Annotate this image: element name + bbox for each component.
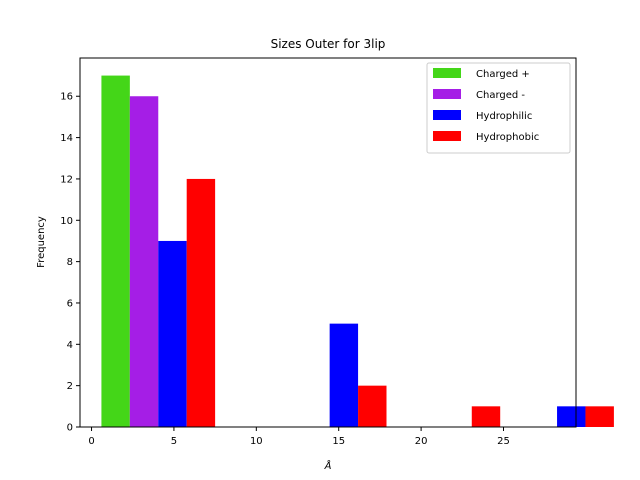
y-tick-label: 8: [67, 257, 73, 268]
x-tick-label: 15: [332, 436, 345, 447]
legend-swatch: [433, 89, 461, 99]
y-tick-label: 2: [67, 381, 73, 392]
bar-hydrophobic-bin-2: [471, 406, 501, 427]
y-tick-label: 16: [60, 92, 73, 103]
x-axis-label: Å: [324, 459, 332, 472]
legend: Charged + Charged - Hydrophilic Hydrophobic: [426, 62, 571, 154]
bar-hydrophobic-bin-1: [358, 385, 387, 427]
x-tick-label: 20: [415, 436, 428, 447]
y-axis-label: Frequency: [36, 216, 47, 268]
bar-charged--bin-0: [129, 96, 159, 427]
bar-hydrophobic-bin-3: [585, 406, 614, 427]
y-tick-label: 10: [60, 216, 73, 227]
legend-label: Hydrophilic: [476, 111, 532, 122]
legend-label: Charged -: [476, 90, 525, 101]
bars-group: [101, 75, 614, 428]
bar-hydrophobic-bin-0: [186, 178, 216, 427]
y-axis-ticks: 0 2 4 6 8 10 12 14 16: [60, 92, 80, 434]
y-tick-label: 6: [67, 298, 73, 309]
bar-hydrophilic-bin-3: [557, 406, 586, 427]
bar-hydrophilic-bin-0: [158, 240, 187, 427]
legend-swatch: [433, 68, 461, 78]
y-tick-label: 12: [60, 174, 73, 185]
legend-label: Hydrophobic: [476, 132, 539, 143]
y-tick-label: 14: [60, 133, 73, 144]
bar-charged--bin-0: [101, 75, 130, 428]
legend-swatch: [433, 110, 461, 120]
legend-frame: [426, 62, 571, 154]
y-tick-label: 4: [67, 340, 73, 351]
x-tick-label: 10: [250, 436, 263, 447]
x-tick-label: 25: [497, 436, 510, 447]
x-tick-label: 5: [171, 436, 177, 447]
legend-swatch: [433, 131, 461, 141]
chart-title: Sizes Outer for 3lip: [271, 37, 386, 51]
x-axis-ticks: 0 5 10 15 20 25: [88, 427, 510, 447]
y-tick-label: 0: [67, 423, 73, 434]
x-tick-label: 0: [88, 436, 94, 447]
legend-label: Charged +: [476, 69, 530, 80]
bar-hydrophilic-bin-1: [329, 323, 359, 427]
plot-frame: [79, 57, 577, 428]
